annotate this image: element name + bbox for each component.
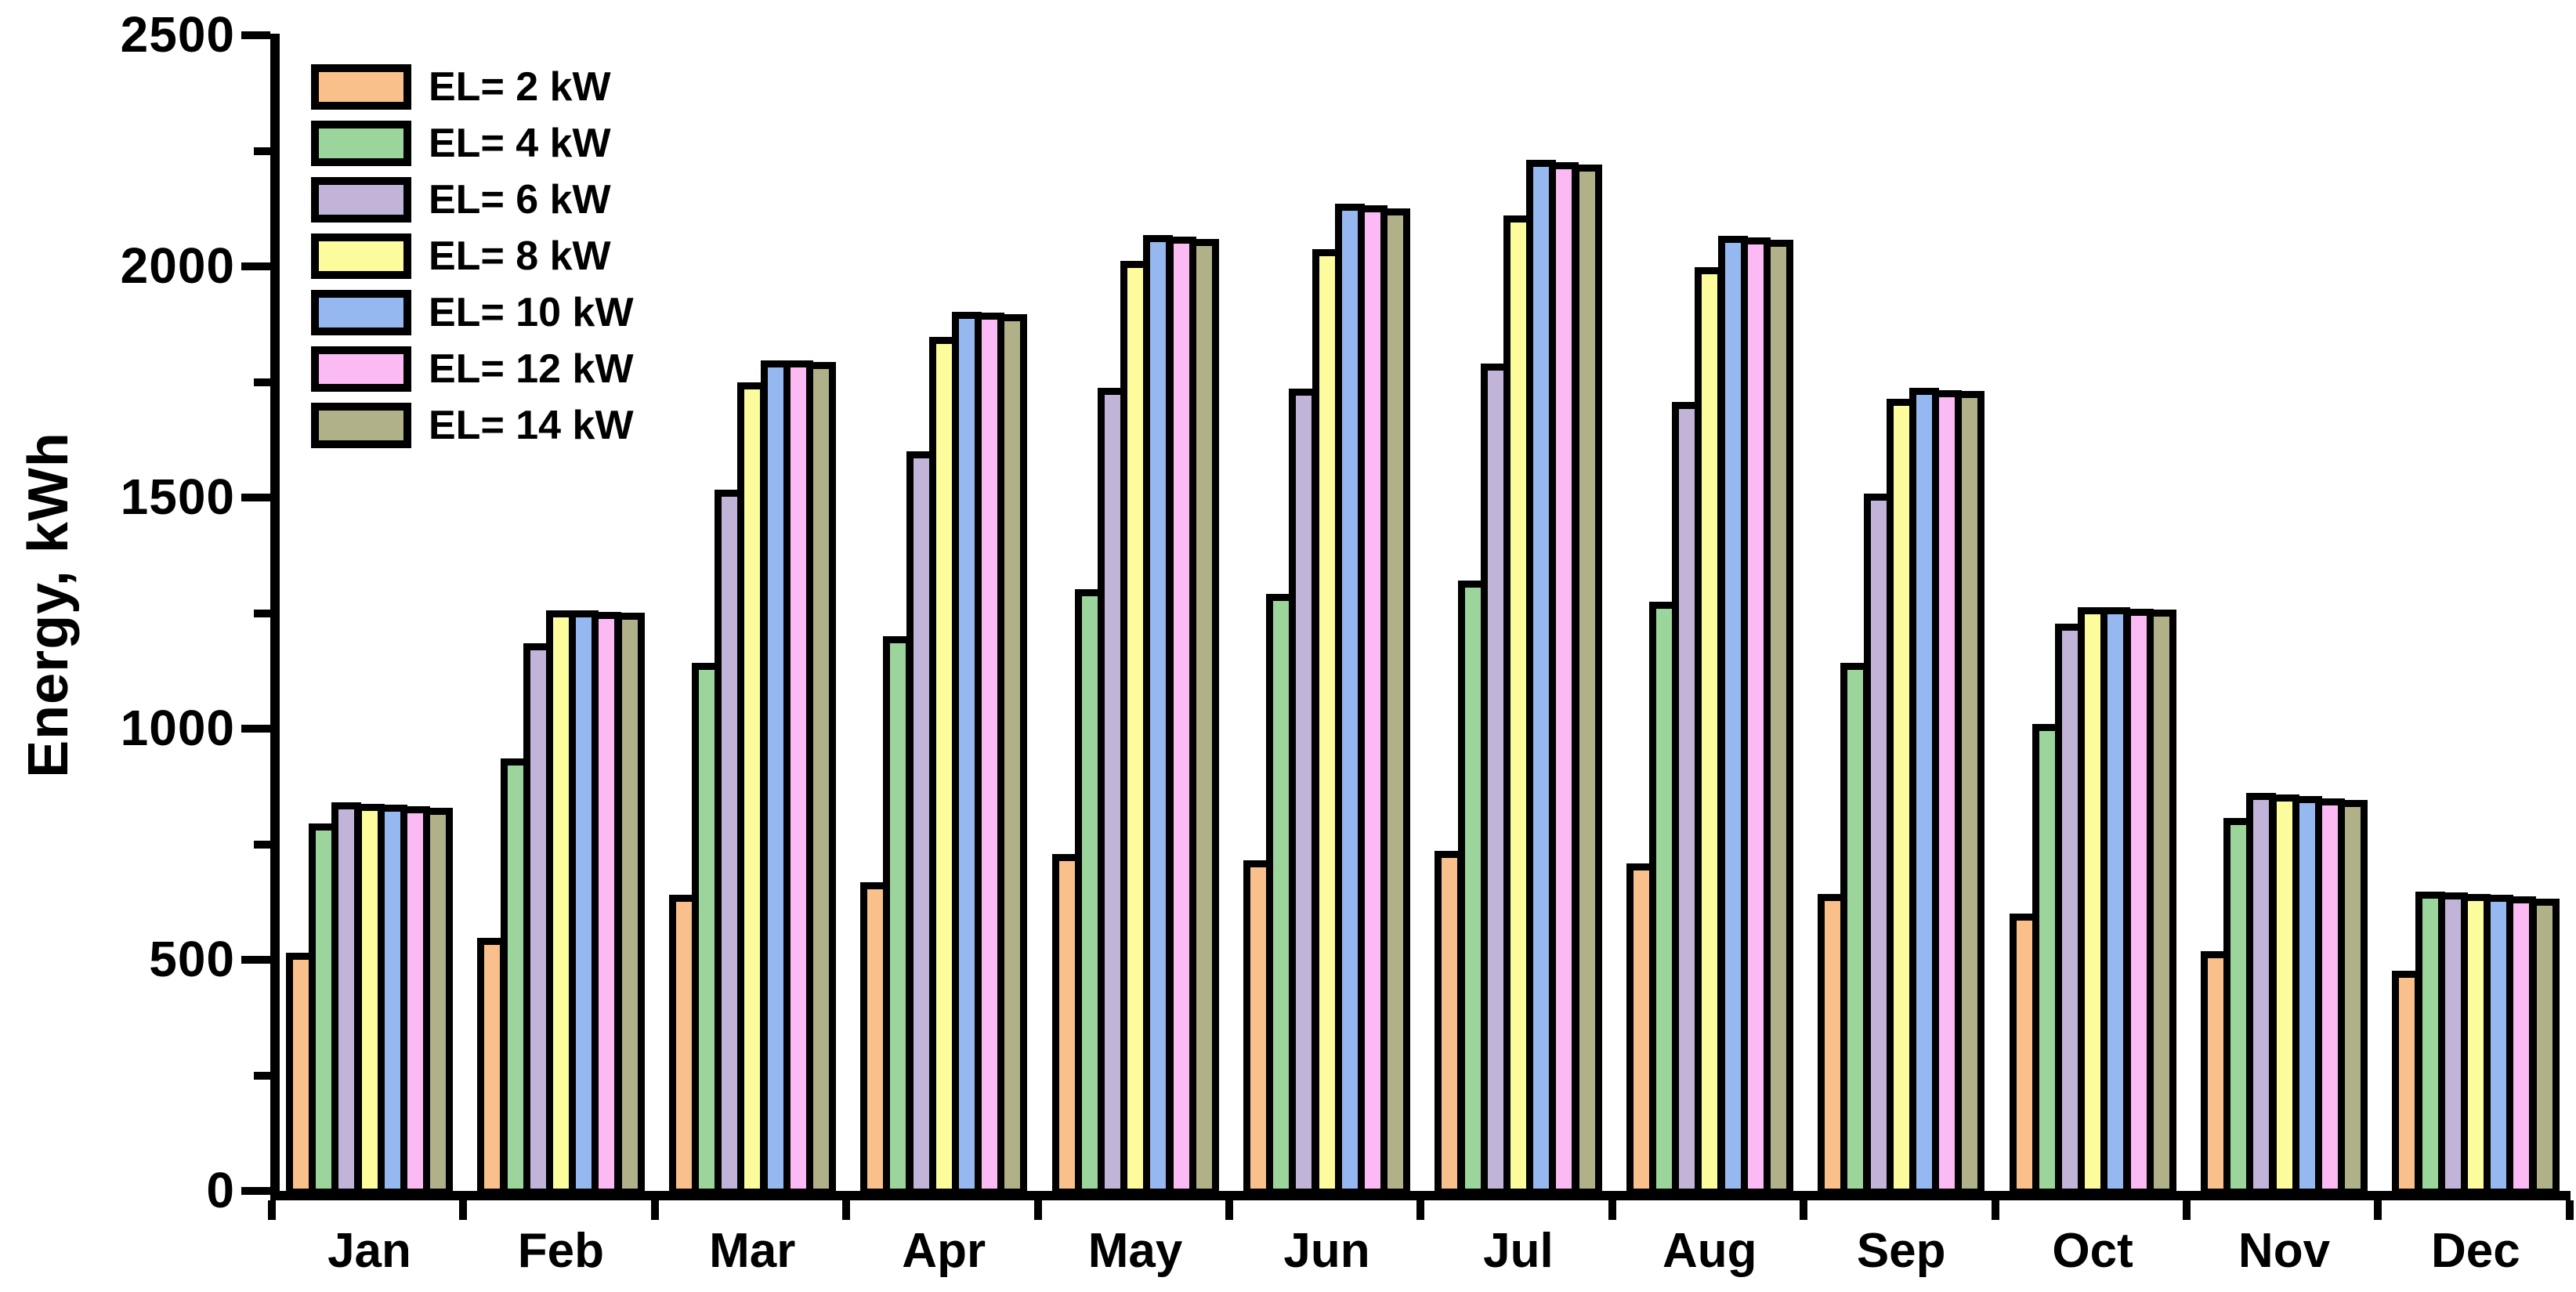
x-axis-line — [270, 1191, 2571, 1200]
y-minor-tick — [254, 378, 270, 386]
bar-Jan-14kW — [423, 808, 454, 1196]
bar-Mar-14kW — [806, 362, 836, 1196]
x-axis-tick — [268, 1200, 276, 1220]
x-axis-tick — [1991, 1200, 1999, 1220]
x-category-label: Jan — [327, 1224, 411, 1278]
x-category-label: Jul — [1483, 1224, 1554, 1278]
y-major-tick — [241, 725, 270, 733]
x-axis-tick — [1800, 1200, 1808, 1220]
y-minor-tick — [254, 147, 270, 155]
x-category-label: Aug — [1662, 1224, 1757, 1278]
x-axis-tick — [2565, 1200, 2574, 1220]
y-minor-tick — [254, 1071, 270, 1080]
y-tick-label: 2000 — [120, 237, 235, 294]
legend-item: EL= 12 kW — [311, 346, 634, 392]
x-axis-tick — [2183, 1200, 2191, 1220]
x-category-label: Apr — [902, 1224, 986, 1278]
legend-item: EL= 6 kW — [311, 177, 634, 223]
legend-item: EL= 14 kW — [311, 403, 634, 448]
y-tick-label: 500 — [149, 931, 235, 987]
legend-swatch-icon — [311, 290, 411, 335]
x-axis-tick — [1416, 1200, 1425, 1220]
legend-swatch-icon — [311, 233, 411, 279]
y-tick-label: 1000 — [120, 700, 235, 756]
y-tick-label: 1500 — [120, 469, 235, 525]
legend-swatch-icon — [311, 121, 411, 166]
x-axis-tick — [459, 1200, 468, 1220]
legend-item: EL= 8 kW — [311, 233, 634, 279]
y-minor-tick — [254, 609, 270, 617]
bar-Jun-14kW — [1380, 208, 1411, 1196]
legend-label: EL= 4 kW — [429, 121, 611, 166]
x-category-label: May — [1087, 1224, 1183, 1278]
bar-Oct-14kW — [2146, 610, 2176, 1196]
x-axis-tick — [650, 1200, 659, 1220]
y-axis-line — [270, 34, 280, 1200]
x-axis-tick — [842, 1200, 851, 1220]
bar-Feb-14kW — [614, 612, 645, 1196]
x-axis-tick — [1225, 1200, 1233, 1220]
bar-May-14kW — [1189, 238, 1219, 1196]
x-category-label: Jun — [1283, 1224, 1370, 1278]
legend-label: EL= 10 kW — [429, 290, 634, 335]
y-major-tick — [241, 1187, 270, 1195]
bar-Dec-14kW — [2529, 898, 2560, 1196]
x-category-label: Sep — [1856, 1224, 1946, 1278]
y-tick-label: 0 — [206, 1162, 235, 1218]
bar-Apr-14kW — [997, 313, 1028, 1196]
legend-item: EL= 4 kW — [311, 121, 634, 166]
legend-swatch-icon — [311, 64, 411, 110]
y-tick-label: 2500 — [120, 6, 235, 63]
y-major-tick — [241, 956, 270, 964]
y-major-tick — [241, 494, 270, 501]
legend-label: EL= 6 kW — [429, 177, 611, 223]
x-category-label: Feb — [517, 1224, 605, 1278]
legend-swatch-icon — [311, 346, 411, 392]
x-category-label: Dec — [2431, 1224, 2520, 1278]
bar-Jul-14kW — [1572, 165, 1602, 1196]
bar-Sep-14kW — [1955, 391, 1985, 1196]
legend-item: EL= 2 kW — [311, 64, 634, 110]
x-category-label: Mar — [709, 1224, 796, 1278]
legend-label: EL= 2 kW — [429, 64, 611, 110]
y-major-tick — [241, 262, 270, 270]
x-axis-tick — [1608, 1200, 1616, 1220]
legend: EL= 2 kW EL= 4 kW EL= 6 kW EL= 8 kW EL= 10 k… — [311, 64, 634, 459]
y-minor-tick — [254, 840, 270, 849]
x-category-label: Nov — [2238, 1224, 2331, 1278]
legend-swatch-icon — [311, 403, 411, 448]
y-major-tick — [241, 31, 270, 39]
legend-label: EL= 12 kW — [429, 346, 634, 392]
legend-swatch-icon — [311, 177, 411, 223]
x-axis-tick — [2374, 1200, 2382, 1220]
bar-Aug-14kW — [1764, 240, 1793, 1196]
bar-Nov-14kW — [2338, 799, 2368, 1196]
legend-label: EL= 14 kW — [429, 403, 634, 448]
x-axis-tick — [1033, 1200, 1042, 1220]
legend-item: EL= 10 kW — [311, 290, 634, 335]
legend-label: EL= 8 kW — [429, 233, 611, 279]
x-category-label: Oct — [2052, 1224, 2133, 1278]
